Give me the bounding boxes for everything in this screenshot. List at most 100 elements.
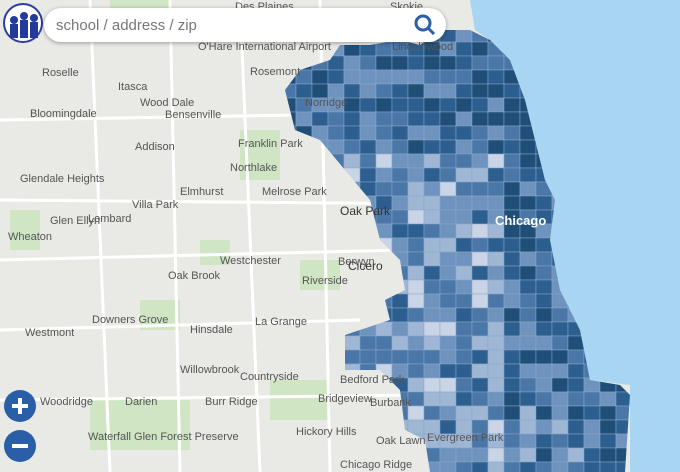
zoom-in[interactable]	[4, 390, 36, 422]
tract	[471, 209, 489, 225]
place-label: Countryside	[240, 371, 299, 383]
roads	[0, 0, 561, 472]
tract	[439, 293, 457, 309]
place-label: Cicero	[348, 259, 383, 273]
tract	[423, 55, 441, 71]
tract	[535, 321, 553, 337]
tract	[551, 433, 569, 449]
tract	[487, 125, 505, 141]
tract	[471, 237, 489, 253]
place-label: Melrose Park	[262, 186, 327, 198]
tract	[439, 237, 457, 253]
tract	[359, 111, 377, 127]
tract	[343, 55, 361, 71]
tract	[439, 209, 457, 225]
place-label: Waterfall Glen Forest Preserve	[88, 431, 239, 443]
tract	[407, 321, 425, 337]
tract	[471, 349, 489, 365]
tract	[407, 307, 425, 323]
tract	[407, 181, 425, 197]
tract	[487, 391, 505, 407]
tract	[391, 321, 409, 337]
place-label: Burbank	[370, 397, 411, 409]
tract	[391, 97, 409, 113]
tract	[375, 167, 393, 183]
tract	[471, 293, 489, 309]
tract	[503, 307, 521, 323]
place-label: Itasca	[118, 81, 148, 93]
tract	[423, 363, 441, 379]
tract	[503, 447, 521, 463]
tract	[455, 377, 473, 393]
tract	[487, 69, 505, 85]
tract	[423, 377, 441, 393]
tract	[599, 405, 617, 421]
place-label: Hinsdale	[190, 324, 233, 336]
place-label: Chicago Ridge	[340, 459, 412, 471]
tract	[407, 223, 425, 239]
tract	[487, 377, 505, 393]
tract	[519, 363, 537, 379]
tract	[599, 391, 617, 407]
tract	[455, 461, 473, 472]
tract	[343, 125, 361, 141]
tract	[423, 153, 441, 169]
place-label: Downers Grove	[92, 314, 168, 326]
search-icon[interactable]	[414, 14, 436, 36]
tract	[455, 139, 473, 155]
tract	[439, 223, 457, 239]
tract	[455, 321, 473, 337]
place-label: Bedford Park	[340, 374, 405, 386]
tract	[391, 181, 409, 197]
tract	[439, 125, 457, 141]
tract	[503, 153, 521, 169]
tract	[487, 181, 505, 197]
zoom-out[interactable]	[4, 430, 36, 462]
tract	[423, 209, 441, 225]
tract	[423, 83, 441, 99]
tract	[439, 111, 457, 127]
tract	[471, 69, 489, 85]
tract	[391, 69, 409, 85]
tract	[343, 83, 361, 99]
place-label: Lincolnwood	[392, 41, 453, 53]
tract	[455, 111, 473, 127]
tract	[503, 251, 521, 267]
tract	[311, 83, 329, 99]
tract	[471, 83, 489, 99]
tract	[407, 335, 425, 351]
logo	[3, 3, 43, 43]
place-label: Addison	[135, 141, 175, 153]
tract	[391, 139, 409, 155]
tract	[439, 279, 457, 295]
tract	[519, 433, 537, 449]
tract	[375, 153, 393, 169]
tract	[535, 265, 553, 281]
tract	[503, 265, 521, 281]
tract	[455, 237, 473, 253]
search-box[interactable]: school / address / zip	[44, 8, 446, 42]
tract	[375, 41, 393, 57]
tract	[343, 335, 361, 351]
place-label: Oak Park	[340, 204, 391, 218]
tract	[487, 83, 505, 99]
tract	[551, 349, 569, 365]
tract	[519, 377, 537, 393]
tract	[407, 377, 425, 393]
tract	[391, 293, 409, 309]
tract	[503, 321, 521, 337]
tract	[423, 195, 441, 211]
tract	[535, 391, 553, 407]
tract	[583, 405, 601, 421]
tract	[375, 97, 393, 113]
tract	[487, 307, 505, 323]
place-label: Franklin Park	[238, 138, 303, 150]
place-label: Riverside	[302, 275, 348, 287]
tract	[503, 279, 521, 295]
tract	[519, 307, 537, 323]
place-label: Bloomingdale	[30, 108, 97, 120]
tract	[471, 377, 489, 393]
tract	[407, 363, 425, 379]
tract	[359, 349, 377, 365]
